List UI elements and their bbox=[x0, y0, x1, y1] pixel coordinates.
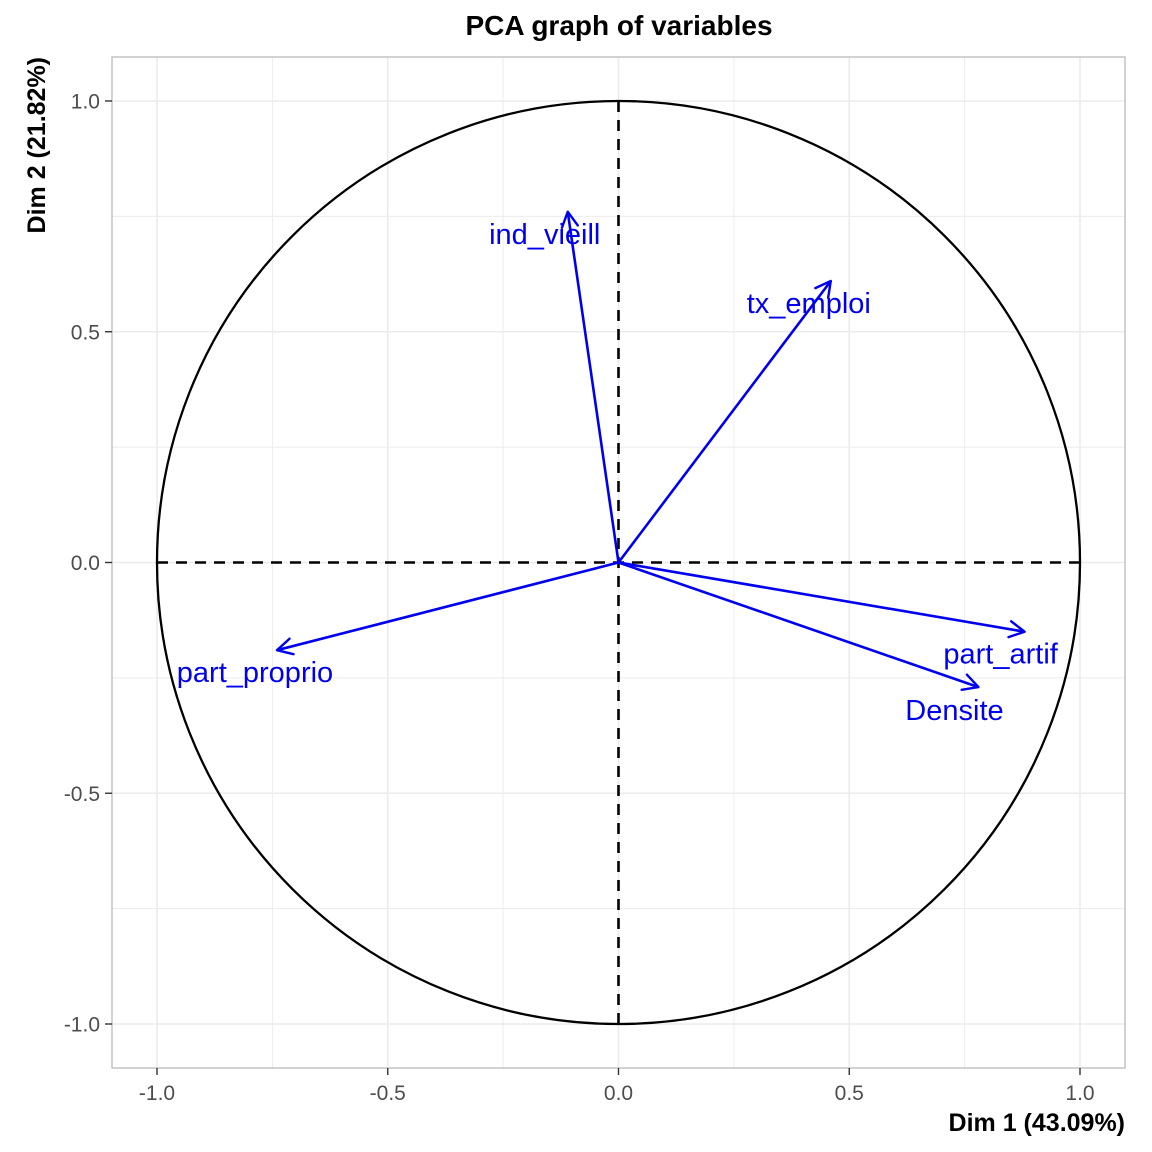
x-tick-label: -0.5 bbox=[370, 1082, 406, 1105]
variable-arrows bbox=[275, 210, 1026, 691]
arrow-tx-emploi bbox=[617, 279, 832, 564]
label-tx-emploi: tx_emploi bbox=[747, 288, 871, 320]
x-tick-label: 0.0 bbox=[604, 1082, 633, 1105]
y-tick-label: -1.0 bbox=[64, 1014, 100, 1037]
y-axis-ticks: -1.0 -0.5 0.0 0.5 1.0 bbox=[64, 91, 112, 1037]
y-tick-label: -0.5 bbox=[64, 783, 100, 806]
variable-labels: ind_vieill tx_emploi part_artif Densite part… bbox=[177, 219, 1059, 727]
label-ind-vieill: ind_vieill bbox=[489, 219, 600, 251]
arrow-part-proprio bbox=[275, 561, 619, 656]
arrow-part-artif bbox=[618, 561, 1026, 639]
y-tick-label: 1.0 bbox=[71, 91, 100, 114]
y-axis-title: Dim 2 (21.82%) bbox=[23, 57, 51, 233]
y-tick-label: 0.0 bbox=[71, 552, 100, 575]
label-Densite: Densite bbox=[905, 695, 1003, 727]
x-tick-label: -1.0 bbox=[139, 1082, 175, 1105]
correlation-circle bbox=[155, 99, 1082, 1026]
chart-title: PCA graph of variables bbox=[465, 10, 772, 41]
y-tick-label: 0.5 bbox=[71, 321, 100, 344]
label-part-proprio: part_proprio bbox=[177, 657, 333, 689]
x-tick-label: 0.5 bbox=[835, 1082, 864, 1105]
label-part-artif: part_artif bbox=[943, 639, 1058, 671]
x-tick-label: 1.0 bbox=[1065, 1082, 1094, 1105]
arrow-Densite bbox=[618, 561, 980, 691]
arrow-ind-vieill bbox=[560, 210, 620, 563]
x-axis-title: Dim 1 (43.09%) bbox=[949, 1109, 1125, 1137]
x-axis-ticks: -1.0 -0.5 0.0 0.5 1.0 bbox=[139, 1068, 1095, 1105]
